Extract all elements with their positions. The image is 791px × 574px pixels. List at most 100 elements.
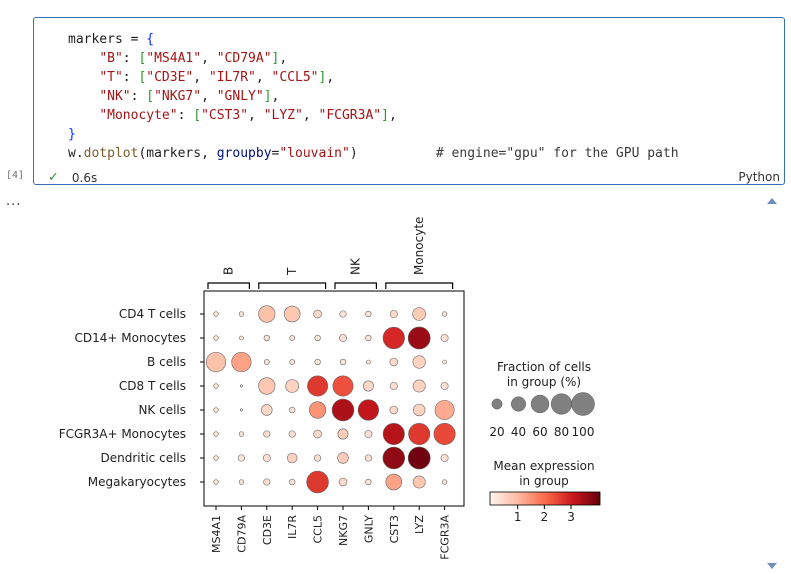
color-legend-tick-label: 2 [541,510,549,524]
dot [307,375,329,397]
dot [382,326,405,350]
code-editor[interactable]: markers = { "B": ["MS4A1", "CD79A"], "T"… [68,30,679,163]
dot [258,305,276,323]
x-tick-label: FCGR3A [439,515,452,560]
gene-group-label: T [285,267,299,276]
dot [362,380,374,392]
execution-time: 0.6s [71,170,98,185]
x-tick-label: CD3E [261,515,274,545]
scroll-down-icon[interactable] [767,563,777,569]
dot [442,359,447,365]
dot [412,379,426,393]
dot [440,334,449,342]
dot [337,452,349,464]
size-legend-title: Fraction of cells [497,360,591,374]
dot [442,479,448,485]
dot [314,358,321,366]
dot [213,407,219,413]
dot [382,423,405,445]
size-legend-label: 40 [511,425,526,439]
dot [314,454,322,462]
size-legend-label: 20 [489,425,504,439]
dot [213,311,219,317]
size-legend-title: in group (%) [507,375,581,389]
gene-group-bracket [258,282,327,289]
y-tick-label: FCGR3A+ Monocytes [59,427,186,441]
language-label[interactable]: Python [738,170,780,184]
dot [283,305,301,323]
dot [306,470,329,494]
code-line[interactable]: "NK": ["NKG7", "GNLY"], [99,89,280,104]
code-line[interactable]: } [68,127,76,142]
size-legend-dot [571,392,595,416]
code-line[interactable]: "T": ["CD3E", "IL7R", "CCL5"], [99,70,335,85]
gene-group-label: Monocyte [412,217,426,275]
dot [309,401,327,419]
dot [407,446,431,470]
dot [338,477,348,487]
code-line[interactable]: markers = { [68,32,155,47]
scroll-up-icon[interactable] [767,198,777,204]
dot [263,359,270,365]
dot [289,335,296,341]
dot [412,475,426,489]
code-line[interactable]: "Monocyte": ["CST3", "LYZ", "FCGR3A"], [99,108,397,123]
x-tick-label: CCL5 [312,515,325,544]
y-tick-label: NK cells [138,403,186,417]
dot [213,335,219,341]
dot [289,406,296,414]
code-line[interactable]: "B": ["MS4A1", "CD79A"], [99,51,288,66]
code-line[interactable]: w.dotplot(markers, groupby="louvain") # … [68,146,679,161]
dot [339,310,347,318]
dot [389,357,399,367]
dot [385,473,403,491]
dot [440,382,449,390]
dot [357,399,379,421]
dot [389,382,398,390]
color-legend-title: Mean expression [493,459,594,473]
dot [364,430,373,438]
dot [366,359,371,365]
output-more-icon[interactable]: ... [6,194,22,209]
dot [442,311,448,317]
execution-count: [4] [6,170,25,181]
size-legend-dot [510,396,527,412]
dot [263,478,271,486]
size-legend-label: 100 [572,425,595,439]
dot [261,404,273,416]
y-tick-label: B cells [147,355,186,369]
dot [239,335,244,341]
dot [238,479,244,485]
dotplot-chart: CD4 T cells CD14+ Monocytes B cells CD8 T c… [59,217,601,560]
dot [237,454,245,462]
dot [365,334,372,342]
x-tick-label: IL7R [286,515,299,539]
execution-status: ✓ 0.6s [48,170,97,185]
dot [412,307,427,321]
dot [313,429,322,439]
dot [313,309,322,319]
notebook-cell[interactable]: markers = { "B": ["MS4A1", "CD79A"], "T"… [33,17,785,185]
size-legend-label: 80 [554,425,569,439]
dot [287,452,298,464]
dot [440,454,449,462]
color-legend-tick-label: 1 [514,510,522,524]
dot [213,383,219,389]
dot [364,454,372,462]
color-legend-title: in group [519,474,569,488]
dot [434,400,455,420]
x-tick-label: CST3 [388,515,401,543]
x-tick-label: MS4A1 [210,515,223,553]
dot [408,423,431,445]
size-legend-dot [491,398,503,410]
dot [382,446,406,470]
dot [262,454,271,462]
y-tick-label: CD4 T cells [119,307,186,321]
dot [412,355,426,369]
size-legend-label: 60 [532,425,547,439]
gene-group-bracket [207,282,250,289]
gene-group-label: B [222,267,236,275]
dot [314,334,321,342]
dot [332,375,354,397]
dot [365,478,372,486]
